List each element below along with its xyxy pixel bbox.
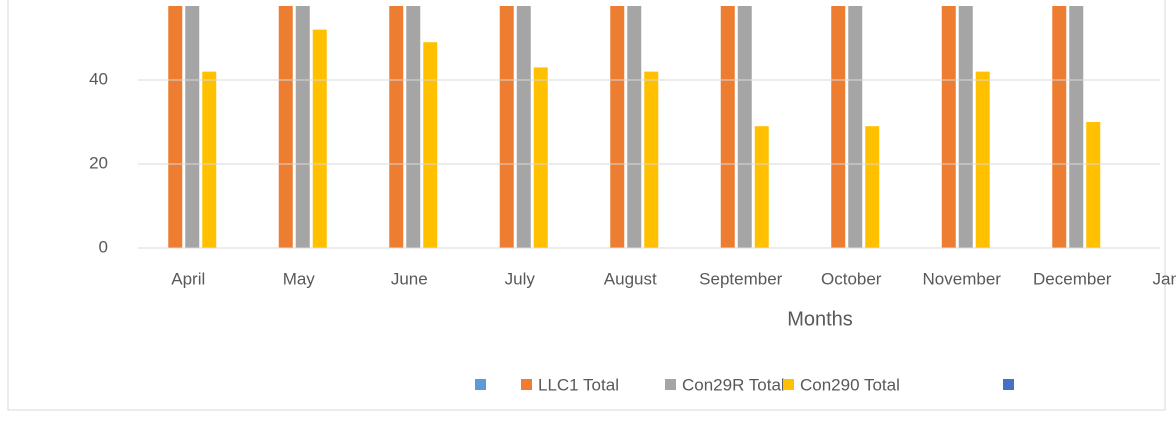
legend-swatch <box>783 379 794 390</box>
bar <box>533 67 548 249</box>
bar <box>202 71 217 248</box>
bar <box>737 6 752 249</box>
bar <box>278 6 293 249</box>
legend-label: LLC1 Total <box>538 375 619 394</box>
bar <box>295 6 310 249</box>
x-tick-label: August <box>604 269 657 288</box>
bar <box>831 6 846 249</box>
bar <box>516 6 531 249</box>
x-tick-label: November <box>923 269 1002 288</box>
plot-area <box>168 6 1101 249</box>
x-tick-label: October <box>821 269 882 288</box>
bar <box>406 6 421 249</box>
bar <box>644 71 659 248</box>
x-tick-label: April <box>171 269 205 288</box>
x-tick-label: July <box>505 269 536 288</box>
bar <box>754 126 769 248</box>
x-axis-title: Months <box>787 308 853 330</box>
legend-swatch <box>665 379 676 390</box>
bar <box>312 29 327 248</box>
bar <box>627 6 642 249</box>
bar <box>848 6 863 249</box>
legend-swatch <box>521 379 532 390</box>
bar <box>975 71 990 248</box>
x-tick-label: September <box>699 269 782 288</box>
bar <box>958 6 973 249</box>
x-tick-label: December <box>1033 269 1112 288</box>
legend-label: Con290 Total <box>800 375 900 394</box>
x-tick-label: May <box>283 269 316 288</box>
bar <box>168 6 183 249</box>
y-tick-label: 0 <box>99 237 108 256</box>
bar <box>1086 122 1101 248</box>
bar <box>1052 6 1067 249</box>
legend-swatch <box>475 379 486 390</box>
bar <box>185 6 200 249</box>
bar <box>423 42 438 249</box>
bar <box>610 6 625 249</box>
x-tick-label: June <box>391 269 428 288</box>
bar <box>720 6 735 249</box>
legend-swatch <box>1003 379 1014 390</box>
y-tick-label: 20 <box>89 153 108 172</box>
bar <box>865 126 880 248</box>
legend-label: Con29R Total <box>682 375 785 394</box>
x-tick-label: January <box>1153 269 1176 288</box>
y-tick-label: 40 <box>89 69 108 88</box>
bar <box>389 6 404 249</box>
bar <box>499 6 514 249</box>
bar <box>941 6 956 249</box>
bar <box>1069 6 1084 249</box>
